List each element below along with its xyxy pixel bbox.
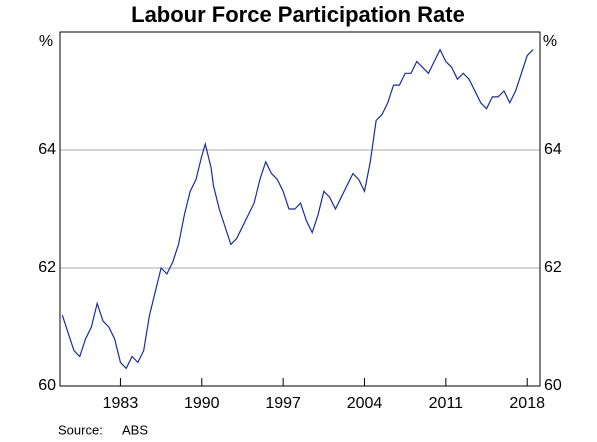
- x-tick-label: 2004: [347, 395, 383, 412]
- chart-title: Labour Force Participation Rate: [131, 2, 465, 27]
- source-text: ABS: [122, 422, 148, 437]
- y2-axis-unit: %: [543, 33, 557, 50]
- y2-tick-label: 60: [544, 377, 562, 394]
- y2-tick-label: 62: [544, 259, 562, 276]
- y-tick-label: 60: [38, 377, 56, 394]
- plot-frame: [59, 31, 541, 387]
- y2-tick-label: 64: [544, 141, 562, 158]
- x-tick-label: 1983: [103, 395, 139, 412]
- x-tick-label: 2011: [429, 395, 464, 412]
- line: [61, 48, 534, 370]
- y-tick-label: 64: [38, 141, 56, 158]
- source-label: Source:: [58, 422, 103, 437]
- y-axis-unit: %: [39, 33, 53, 50]
- x-tick-label: 1990: [184, 395, 220, 412]
- x-tick-label: 1997: [265, 395, 301, 412]
- x-tick-label: 2018: [509, 395, 545, 412]
- y-tick-label: 62: [38, 259, 56, 276]
